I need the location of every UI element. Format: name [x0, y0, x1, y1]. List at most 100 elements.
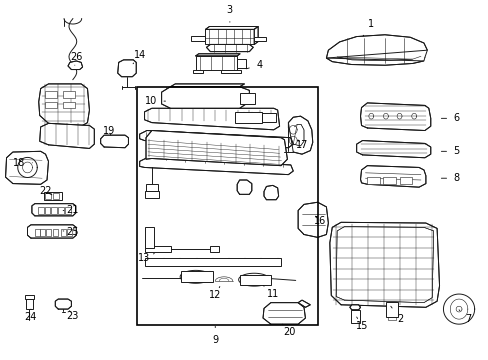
Bar: [46, 229, 51, 236]
Polygon shape: [360, 103, 430, 131]
Text: 17: 17: [295, 140, 307, 150]
Text: 18: 18: [13, 158, 32, 168]
Polygon shape: [118, 60, 136, 77]
Polygon shape: [55, 299, 71, 309]
Polygon shape: [205, 27, 258, 30]
Polygon shape: [206, 44, 253, 51]
Bar: [63, 91, 75, 98]
Polygon shape: [298, 300, 310, 307]
Text: 26: 26: [70, 52, 82, 65]
Polygon shape: [195, 54, 240, 56]
Text: 16: 16: [313, 216, 325, 226]
Polygon shape: [101, 135, 128, 148]
Text: 3: 3: [226, 5, 232, 22]
Bar: [383, 177, 395, 184]
Bar: [399, 177, 411, 184]
Polygon shape: [140, 158, 293, 175]
Text: 4: 4: [245, 60, 262, 70]
Bar: [144, 258, 281, 266]
Text: 13: 13: [138, 253, 154, 263]
Text: 8: 8: [441, 173, 459, 183]
Bar: [366, 177, 379, 184]
Bar: [144, 192, 159, 198]
Text: 9: 9: [212, 326, 218, 345]
Text: 14: 14: [133, 50, 145, 64]
Bar: [61, 229, 65, 236]
Bar: [234, 112, 261, 123]
Polygon shape: [263, 303, 305, 324]
Polygon shape: [144, 108, 279, 130]
Polygon shape: [264, 185, 278, 200]
Polygon shape: [237, 180, 251, 194]
Bar: [144, 246, 171, 252]
Polygon shape: [254, 27, 258, 44]
Bar: [146, 184, 158, 192]
Text: 2: 2: [390, 306, 403, 324]
Bar: [24, 295, 34, 299]
Polygon shape: [27, 225, 76, 238]
Text: 23: 23: [66, 311, 79, 320]
Bar: [239, 93, 255, 104]
Bar: [385, 302, 397, 317]
Text: 6: 6: [441, 113, 459, 123]
Bar: [261, 113, 276, 122]
Polygon shape: [5, 151, 48, 184]
Text: 15: 15: [356, 317, 368, 331]
Bar: [63, 102, 75, 108]
Bar: [137, 87, 317, 325]
Bar: [350, 310, 359, 323]
Text: 25: 25: [63, 227, 79, 237]
Polygon shape: [356, 140, 430, 158]
Text: 12: 12: [209, 287, 221, 301]
Bar: [44, 102, 57, 108]
Text: 1: 1: [363, 19, 374, 36]
Polygon shape: [360, 166, 425, 187]
Bar: [205, 30, 254, 44]
Text: 11: 11: [263, 286, 278, 299]
Polygon shape: [68, 61, 82, 69]
Polygon shape: [39, 84, 89, 126]
Bar: [387, 316, 395, 320]
Polygon shape: [40, 123, 94, 148]
Bar: [44, 207, 50, 214]
Text: 7: 7: [458, 310, 471, 324]
Text: 20: 20: [282, 324, 295, 337]
Bar: [51, 207, 57, 214]
Bar: [254, 37, 266, 41]
Bar: [181, 271, 212, 282]
Text: 5: 5: [441, 146, 459, 156]
Bar: [53, 193, 59, 199]
Bar: [58, 207, 64, 214]
Text: 22: 22: [39, 186, 52, 197]
Polygon shape: [298, 202, 328, 237]
Bar: [53, 229, 58, 236]
Bar: [239, 275, 271, 285]
Polygon shape: [146, 131, 287, 166]
Polygon shape: [329, 222, 439, 307]
Bar: [193, 69, 203, 73]
Text: 10: 10: [144, 96, 165, 106]
Bar: [237, 59, 245, 68]
Bar: [26, 299, 33, 309]
Text: 24: 24: [25, 309, 37, 322]
Bar: [65, 207, 71, 214]
Bar: [144, 226, 154, 248]
Bar: [38, 207, 43, 214]
Bar: [67, 229, 72, 236]
Polygon shape: [349, 305, 360, 310]
Polygon shape: [140, 131, 293, 148]
Text: 19: 19: [102, 126, 115, 135]
Bar: [45, 193, 51, 199]
Bar: [195, 56, 237, 69]
Bar: [44, 91, 57, 98]
Polygon shape: [170, 84, 244, 87]
Bar: [35, 229, 40, 236]
Bar: [43, 192, 62, 200]
Bar: [40, 229, 44, 236]
Polygon shape: [32, 204, 76, 216]
Text: 21: 21: [63, 206, 79, 216]
Polygon shape: [161, 87, 249, 108]
Bar: [190, 36, 205, 41]
Bar: [210, 246, 219, 252]
Bar: [221, 69, 240, 73]
